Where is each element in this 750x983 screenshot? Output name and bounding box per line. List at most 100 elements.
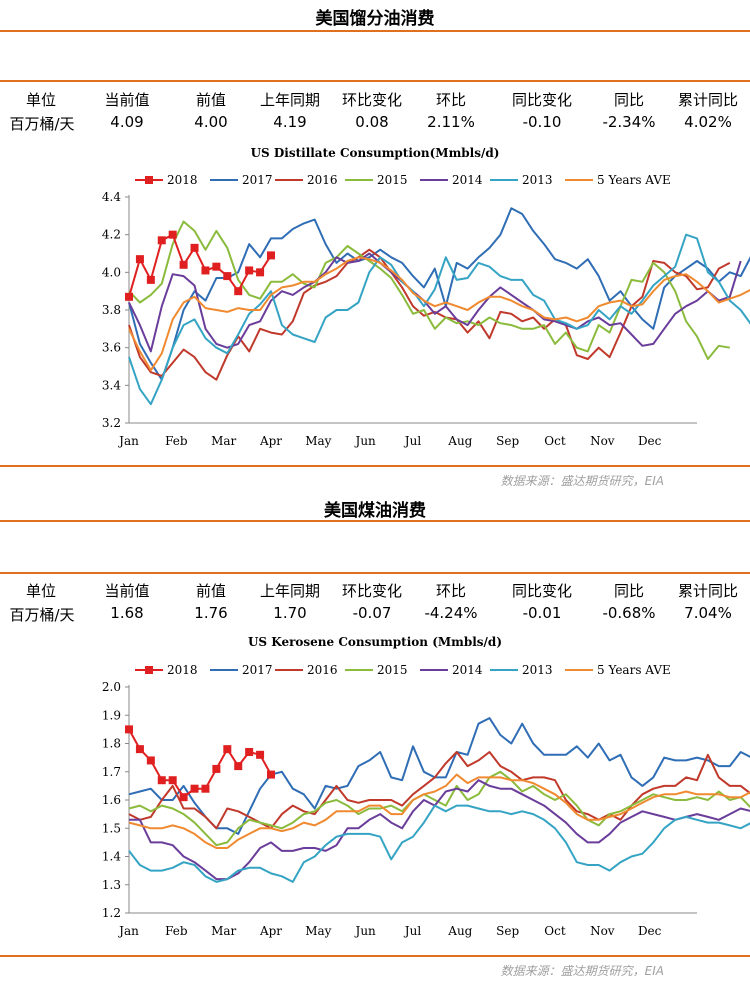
table-cell: 0.08 — [355, 113, 389, 131]
x-tick-label: Jun — [354, 434, 377, 448]
table-header-cell: 环比变化 — [341, 91, 402, 109]
table-header-cell: 环比 — [435, 91, 466, 109]
data-point — [234, 762, 243, 771]
table-header-cell: 单位 — [25, 582, 56, 600]
data-point — [256, 268, 265, 277]
series-line — [128, 804, 750, 883]
data-point — [168, 776, 177, 785]
legend-label: 2018 — [167, 173, 198, 187]
legend-marker — [145, 666, 153, 674]
legend-label: 2014 — [452, 663, 483, 677]
table-cell: -0.07 — [352, 604, 392, 622]
data-point — [146, 275, 155, 284]
divider — [0, 520, 750, 522]
distillate-stats-table: 单位 当前值 前值 上年同期 环比变化 环比 同比变化 同比 累计同比 百万桶/… — [0, 89, 750, 137]
table-cell: 1.70 — [273, 604, 307, 622]
series-line — [128, 770, 750, 847]
table-header-cell: 累计同比 — [677, 91, 738, 109]
table-cell: 百万桶/天 — [9, 606, 75, 624]
y-tick-label: 1.5 — [102, 821, 121, 835]
table-header-cell: 环比变化 — [341, 582, 402, 600]
y-tick-label: 4.0 — [102, 265, 121, 279]
legend-label: 2017 — [242, 173, 273, 187]
y-tick-label: 1.6 — [102, 793, 121, 807]
table-header-cell: 同比 — [613, 582, 644, 600]
data-point — [157, 776, 166, 785]
table-header-cell: 环比 — [435, 582, 466, 600]
table-header-cell: 前值 — [195, 91, 226, 109]
legend-label: 2018 — [167, 663, 198, 677]
table-header-cell: 同比变化 — [511, 91, 572, 109]
x-tick-label: Jan — [117, 924, 139, 938]
x-tick-label: Oct — [544, 924, 566, 938]
table-cell: -0.01 — [522, 604, 562, 622]
x-tick-label: Oct — [544, 434, 566, 448]
y-tick-label: 4.4 — [102, 190, 121, 204]
legend-label: 2016 — [307, 173, 338, 187]
table-header-row: 单位 当前值 前值 上年同期 环比变化 环比 同比变化 同比 累计同比 — [0, 580, 750, 604]
table-cell: 4.19 — [273, 113, 307, 131]
data-point — [125, 292, 133, 301]
series-line — [128, 207, 750, 381]
table-header-cell: 前值 — [195, 582, 226, 600]
legend-label: 2015 — [377, 663, 408, 677]
table-header-cell: 同比 — [613, 91, 644, 109]
divider — [0, 465, 750, 467]
data-point — [256, 750, 265, 759]
series-line — [128, 773, 750, 849]
legend-label: 5 Years AVE — [597, 173, 671, 187]
x-tick-label: Apr — [259, 924, 282, 938]
data-point — [135, 255, 144, 264]
x-tick-label: Jan — [117, 434, 139, 448]
data-point — [201, 784, 210, 793]
x-tick-label: Feb — [165, 434, 188, 448]
distillate-line-chart: 3.2 3.4 3.6 3.8 4.0 4.2 4.4 Jan Feb Mar Apr May Jun J… — [102, 173, 750, 448]
y-tick-label: 3.2 — [102, 416, 121, 430]
source-note: 数据来源：盛达期货研究，EIA — [500, 964, 664, 978]
kerosene-stats-table: 单位 当前值 前值 上年同期 环比变化 环比 同比变化 同比 累计同比 百万桶/… — [0, 580, 750, 628]
x-tick-label: Mar — [211, 924, 236, 938]
source-note: 数据来源：盛达期货研究，EIA — [500, 474, 664, 488]
data-point — [157, 236, 166, 245]
divider — [0, 80, 750, 82]
legend-label: 5 Years AVE — [597, 663, 671, 677]
series-line — [128, 220, 730, 360]
data-point — [179, 793, 188, 802]
table-cell: 2.11% — [427, 113, 475, 131]
chart-title: US Kerosene Consumption (Mmbls/d) — [247, 635, 503, 649]
table-cell: 百万桶/天 — [9, 115, 75, 133]
table-cell: 7.04% — [684, 604, 732, 622]
data-point — [267, 251, 275, 260]
series-line — [128, 256, 750, 372]
y-tick-label: 1.8 — [102, 737, 121, 751]
y-tick-label: 3.8 — [102, 303, 121, 317]
legend-label: 2017 — [242, 663, 273, 677]
table-row: 百万桶/天 1.68 1.76 1.70 -0.07 -4.24% -0.01 … — [0, 604, 750, 628]
table-header-cell: 同比变化 — [511, 582, 572, 600]
y-tick-label: 1.4 — [102, 850, 121, 864]
divider — [0, 30, 750, 32]
x-tick-label: Jul — [403, 924, 422, 938]
distillate-section-title: 美国馏分油消费 — [315, 9, 435, 29]
table-header-cell: 当前值 — [104, 91, 150, 109]
divider — [0, 572, 750, 574]
table-cell: 1.68 — [110, 604, 144, 622]
legend-marker — [145, 176, 153, 184]
data-point — [201, 266, 210, 275]
data-point — [179, 260, 188, 269]
x-tick-label: Dec — [638, 924, 662, 938]
data-point — [245, 747, 254, 756]
y-tick-label: 3.6 — [102, 341, 121, 355]
data-point — [146, 756, 155, 765]
table-header-cell: 累计同比 — [677, 582, 738, 600]
kerosene-line-chart: 1.2 1.3 1.4 1.5 1.6 1.7 1.8 1.9 2.0 Jan Feb Mar Apr M… — [102, 663, 750, 938]
y-tick-label: 3.4 — [102, 378, 121, 392]
data-point — [125, 725, 133, 734]
table-cell: 4.09 — [110, 113, 144, 131]
x-tick-label: May — [305, 434, 331, 448]
data-point — [267, 770, 275, 779]
data-point — [135, 745, 144, 754]
x-tick-label: May — [305, 924, 331, 938]
table-cell: -2.34% — [602, 113, 656, 131]
data-point — [245, 266, 254, 275]
